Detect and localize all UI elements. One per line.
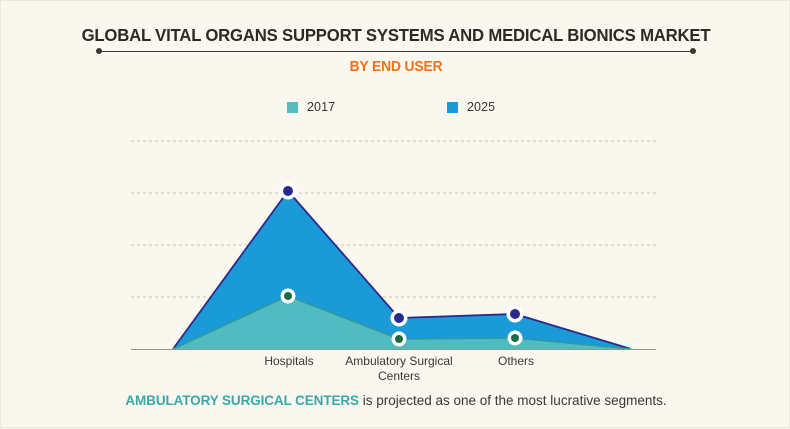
caption-highlight: AMBULATORY SURGICAL CENTERS — [125, 393, 359, 408]
legend-label-2017: 2017 — [307, 100, 336, 114]
caption-rest: is projected as one of the most lucrativ… — [358, 393, 667, 408]
marker-2025-others — [510, 309, 520, 319]
marker-2025-asc — [394, 313, 404, 323]
legend-label-2025: 2025 — [467, 100, 496, 114]
x-axis-labels: Hospitals Ambulatory Surgical Centers Ot… — [1, 354, 790, 392]
series-area-2017 — [173, 296, 631, 349]
title-divider — [96, 48, 696, 54]
marker-2025-hospitals — [283, 186, 293, 196]
chart-legend: 2017 2025 — [1, 98, 790, 116]
markers-2017 — [280, 288, 523, 347]
page-title: GLOBAL VITAL ORGANS SUPPORT SYSTEMS AND … — [81, 25, 711, 45]
x-label-ambulatory-surgical-centers: Ambulatory Surgical Centers — [345, 354, 453, 383]
legend-swatch-2017 — [287, 101, 298, 113]
markers-2025 — [279, 182, 524, 327]
x-label-hospitals: Hospitals — [264, 354, 314, 368]
page-subtitle: BY END USER — [349, 59, 443, 75]
marker-2017-others — [511, 334, 519, 342]
divider-dot-right — [690, 48, 696, 54]
chart-caption: AMBULATORY SURGICAL CENTERS is projected… — [1, 393, 790, 408]
legend-item-2017: 2017 — [287, 98, 335, 116]
gridlines — [131, 140, 656, 298]
x-label-others: Others — [497, 354, 534, 368]
legend-item-2025: 2025 — [447, 98, 495, 116]
marker-2017-hospitals — [284, 292, 292, 300]
legend-swatch-2025 — [447, 101, 458, 113]
marker-2017-asc — [395, 335, 403, 343]
divider-bar — [99, 50, 693, 52]
